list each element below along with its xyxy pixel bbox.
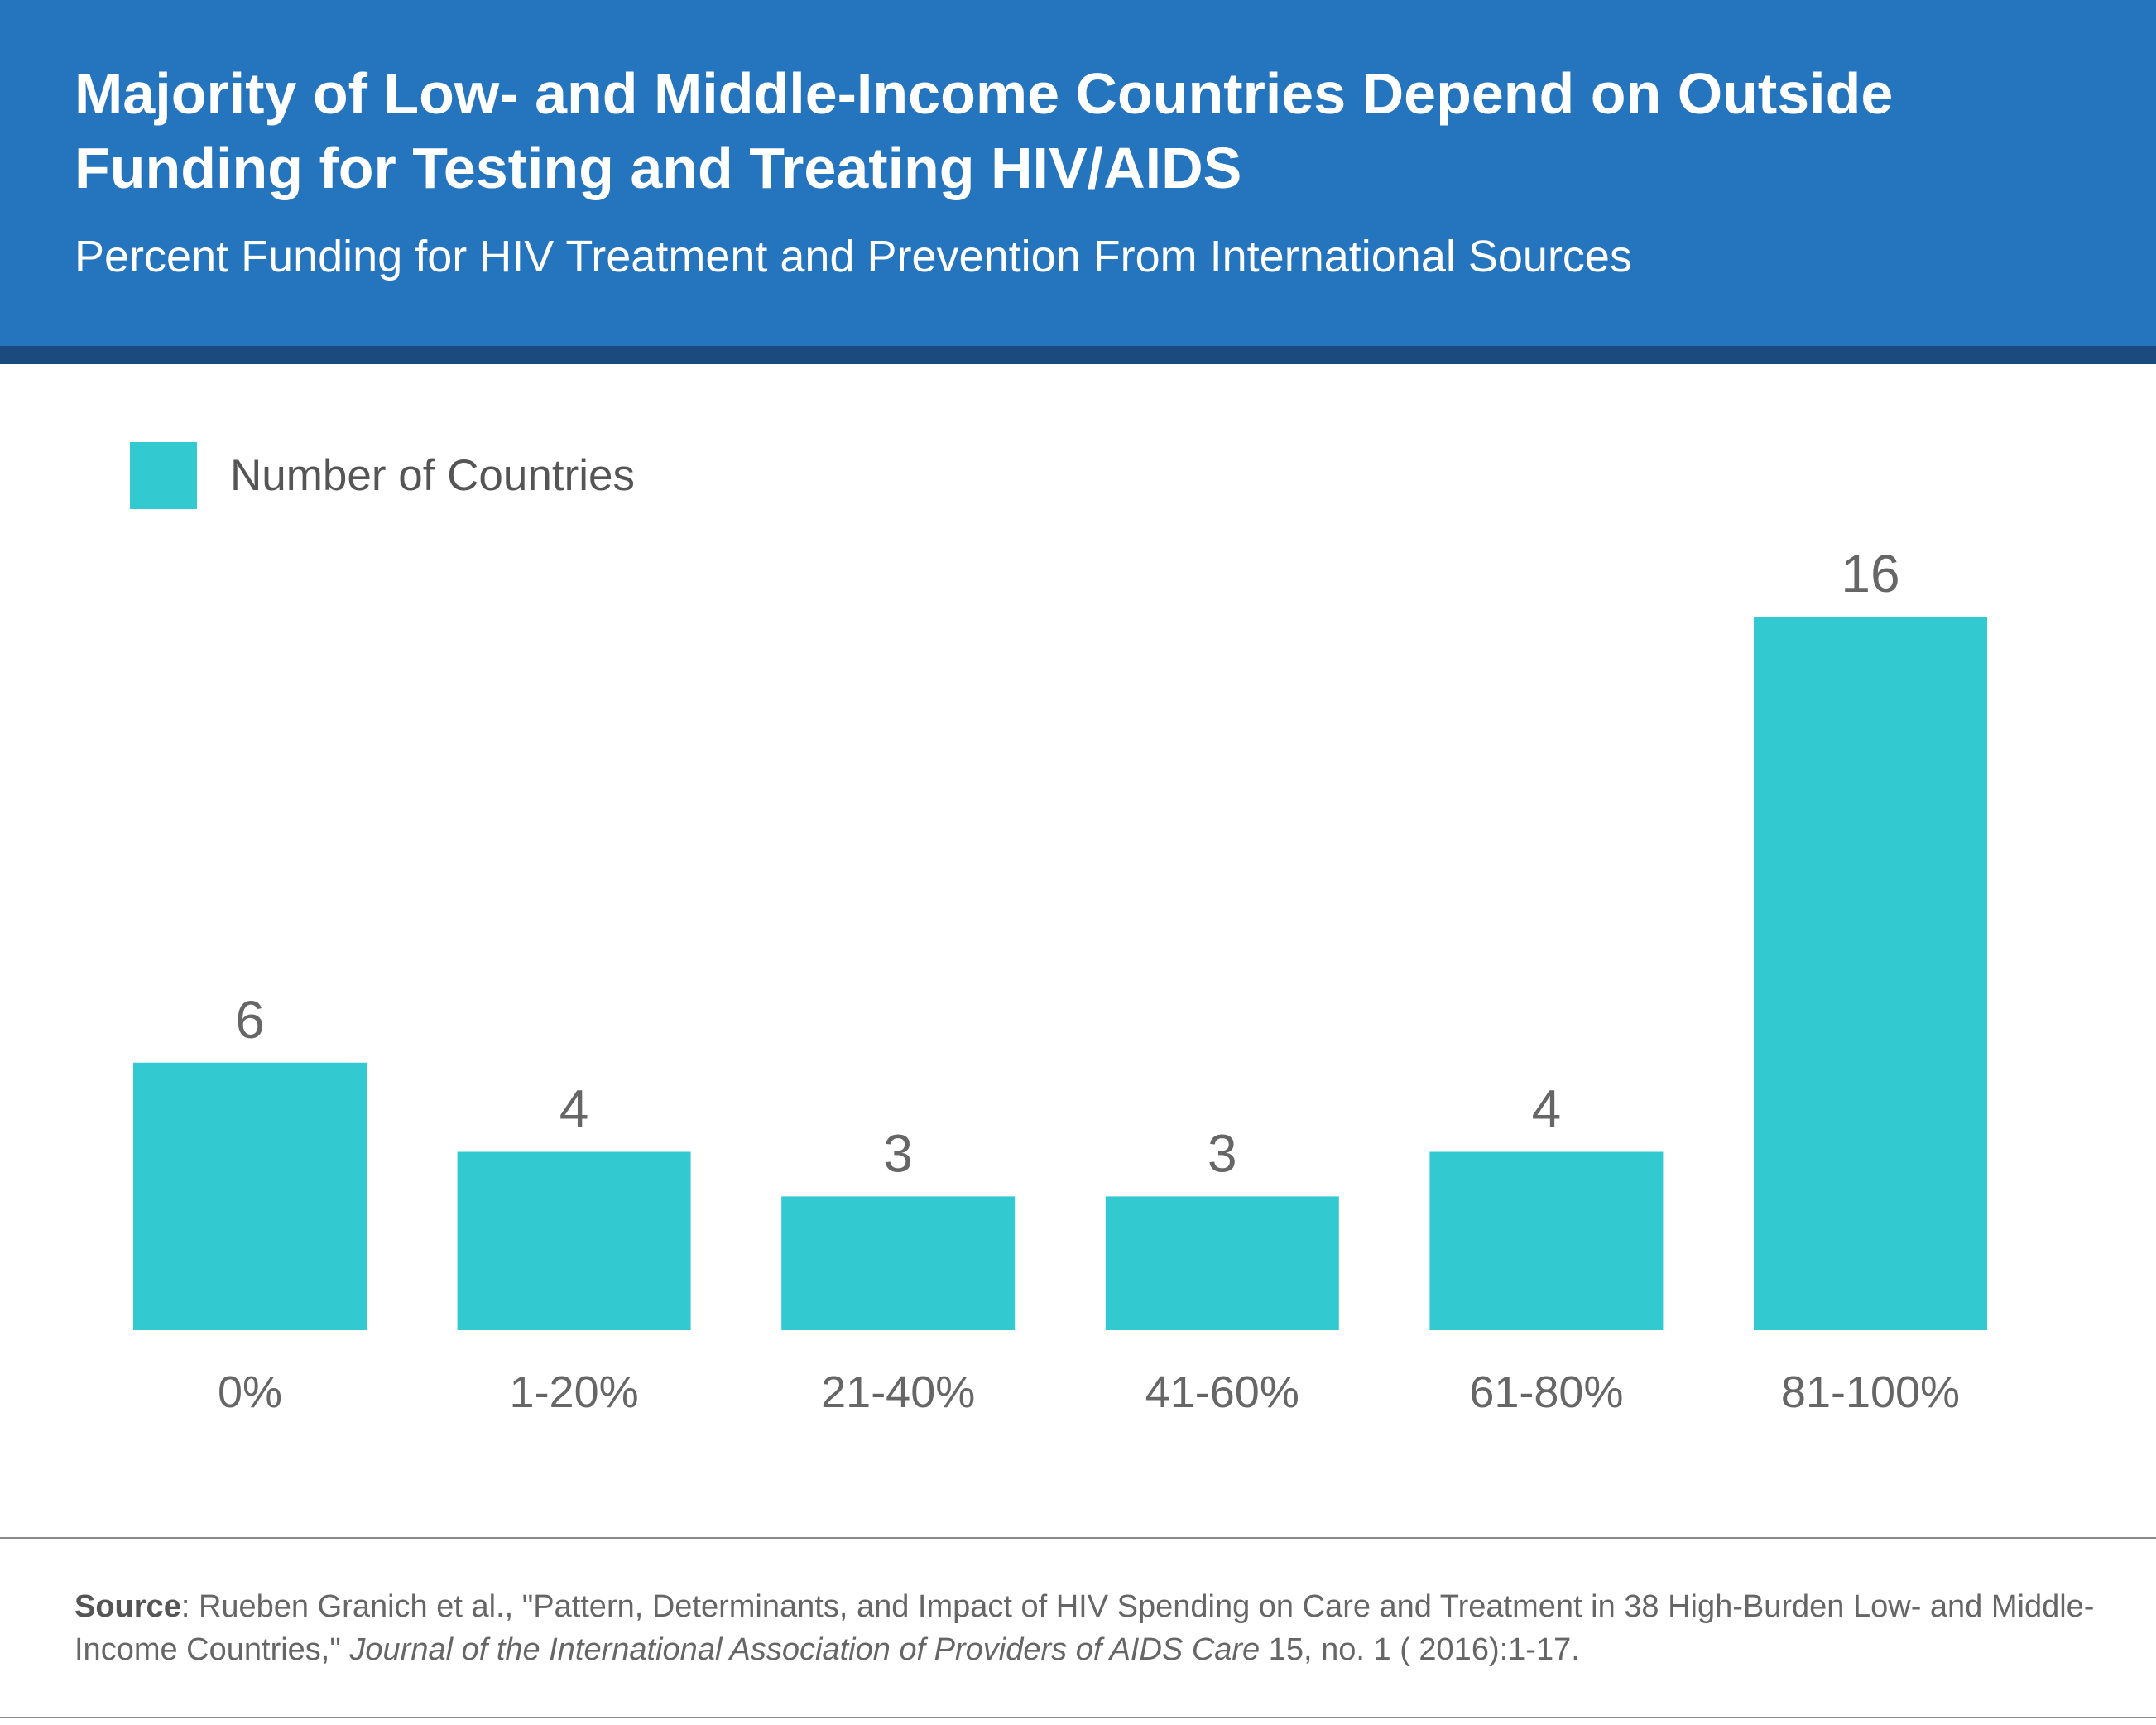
chart-subtitle: Percent Funding for HIV Treatment and Pr… [74,232,1632,281]
data-label-81-100pct: 16 [1841,544,1899,603]
bar-0pct [133,1062,367,1330]
bar-21-40pct [781,1196,1016,1330]
bar-61-80pct [1429,1151,1664,1330]
x-tick-label-61-80pct: 61-80% [1469,1367,1623,1417]
bar-81-100pct [1754,617,1987,1330]
source-text-before: : Rueben Granich et al., "Pattern, Deter… [74,1589,2095,1667]
source-text-after: 15, no. 1 ( 2016):1-17. [1260,1632,1580,1667]
source-label: Source [74,1589,181,1624]
data-label-41-60pct: 3 [1208,1123,1237,1183]
x-tick-label-81-100pct: 81-100% [1781,1367,1960,1417]
header-stripe [0,346,2156,364]
data-label-1-20pct: 4 [559,1079,589,1139]
legend-label: Number of Countries [230,450,635,500]
legend-swatch [130,441,197,509]
data-label-0pct: 6 [235,990,265,1050]
header-banner: Majority of Low- and Middle-Income Count… [0,0,2156,346]
footer-top-rule [0,1537,2156,1539]
source-journal: Journal of the International Association… [349,1632,1260,1667]
legend: Number of Countries [130,440,635,510]
data-label-21-40pct: 3 [883,1123,913,1183]
bar-1-20pct [457,1151,691,1330]
x-tick-label-41-60pct: 41-60% [1145,1367,1299,1417]
source-note: Source: Rueben Granich et al., "Pattern,… [74,1585,2119,1671]
x-tick-label-21-40pct: 21-40% [821,1367,975,1417]
x-tick-label-0pct: 0% [218,1367,282,1417]
chart-title: Majority of Low- and Middle-Income Count… [74,61,1894,200]
bar-41-60pct [1105,1196,1339,1330]
data-label-61-80pct: 4 [1532,1079,1562,1139]
footer-bottom-rule [0,1717,2156,1718]
x-tick-label-1-20pct: 1-20% [510,1367,639,1417]
